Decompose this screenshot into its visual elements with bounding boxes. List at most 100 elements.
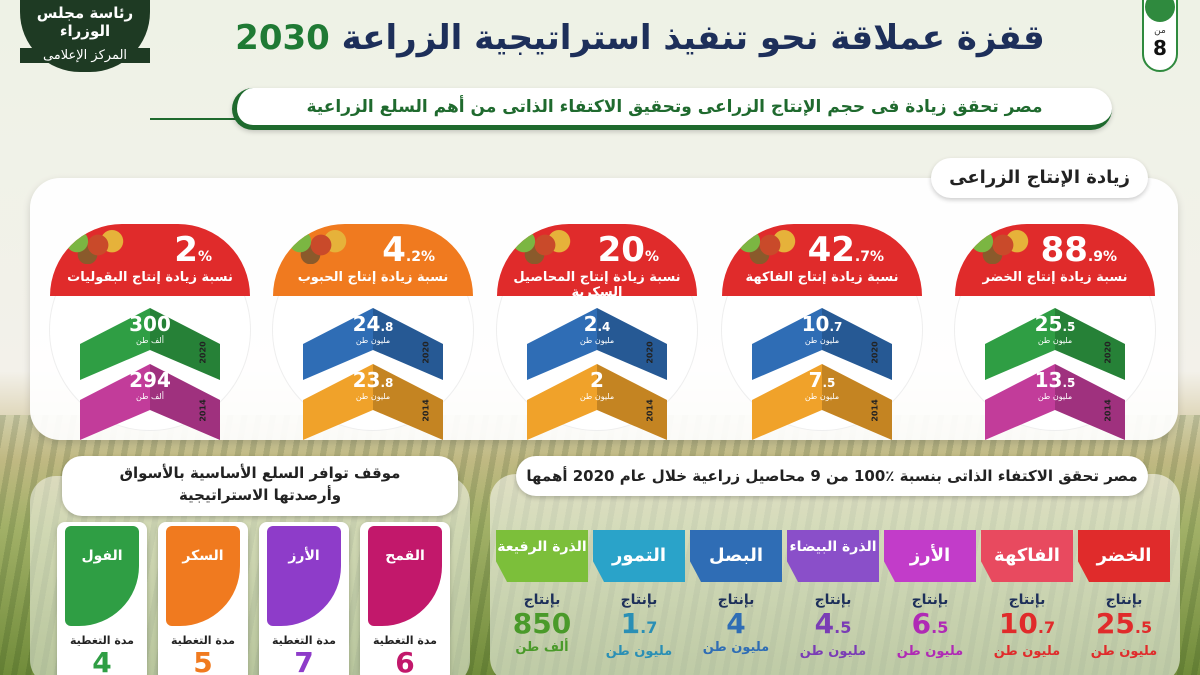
arrow-2020: 24.8 مليون طن 2020 xyxy=(303,308,443,380)
production-card: 20% نسبة زيادة إنتاج المحاصيل السكرية 2.4 م… xyxy=(497,224,697,440)
crop-name-tag: الذرة البيضاء xyxy=(787,530,879,582)
coverage-months: 5 xyxy=(193,646,213,675)
unit-2014: ألف طن xyxy=(136,392,164,401)
cabinet-logo: رئاسة مجلس الوزراء المركز الإعلامى xyxy=(20,0,150,72)
year-2020: 2020 xyxy=(645,341,655,364)
self-sufficiency-crop: الذرة البيضاء بإنتاج 4.5 مليون طن xyxy=(787,530,879,659)
increase-percent: 4.2% xyxy=(382,230,435,270)
year-2014: 2014 xyxy=(421,399,431,422)
increase-label: نسبة زيادة إنتاج الحبوب xyxy=(297,270,449,285)
title-text: قفزة عملاقة نحو تنفيذ استراتيجية الزراعة xyxy=(341,18,1045,58)
unit-2020: مليون طن xyxy=(579,336,615,345)
production-amount: 10.7 xyxy=(998,607,1056,640)
availability-title-line1: موقف توافر السلع الأساسية بالأسواق xyxy=(119,464,401,482)
page-total: 8 xyxy=(1153,36,1167,60)
logo-line1: رئاسة مجلس الوزراء xyxy=(36,4,134,40)
value-2020: 300 xyxy=(129,312,171,336)
value-2014: 7.5 xyxy=(808,368,836,392)
coverage-months: 4 xyxy=(92,646,112,675)
arrow-2020: 10.7 مليون طن 2020 xyxy=(752,308,892,380)
year-2020: 2020 xyxy=(198,341,208,364)
commodity-name: القمح xyxy=(368,526,442,626)
year-2014: 2014 xyxy=(870,399,880,422)
production-unit: مليون طن xyxy=(896,644,964,659)
logo-line2: المركز الإعلامى xyxy=(20,48,150,63)
unit-2014: مليون طن xyxy=(1037,392,1073,401)
unit-2020: مليون طن xyxy=(355,336,391,345)
production-label: بإنتاج xyxy=(1008,592,1046,608)
arrow-2020: 300 ألف طن 2020 xyxy=(80,308,220,380)
production-card: 2% نسبة زيادة إنتاج البقوليات 300 ألف طن 202… xyxy=(50,224,250,440)
unit-2020: ألف طن xyxy=(136,336,164,345)
arrow-2014: 2 مليون طن 2014 xyxy=(527,364,667,440)
value-2014: 2 xyxy=(590,368,604,392)
value-2014: 23.8 xyxy=(352,368,394,392)
coverage-months: 7 xyxy=(294,646,314,675)
increase-percent: 88.9% xyxy=(1040,230,1117,270)
crop-name-tag: الذرة الرفيعة xyxy=(496,530,588,582)
self-sufficiency-crop: الأرز بإنتاج 6.5 مليون طن xyxy=(884,530,976,659)
production-label: بإنتاج xyxy=(620,592,658,608)
unit-2014: مليون طن xyxy=(804,392,840,401)
card-header: 42.7% نسبة زيادة إنتاج الفاكهة xyxy=(722,224,922,296)
produce-image xyxy=(961,226,1031,264)
production-amount: 6.5 xyxy=(911,607,949,640)
coverage-label: مدة التغطية xyxy=(171,634,235,647)
arrow-shape xyxy=(303,308,443,380)
year-2014: 2014 xyxy=(645,399,655,422)
production-label: بإنتاج xyxy=(1105,592,1143,608)
production-card: 88.9% نسبة زيادة إنتاج الخضر 25.5 مليون طن 2… xyxy=(955,224,1155,440)
card-header: 88.9% نسبة زيادة إنتاج الخضر xyxy=(955,224,1155,296)
production-amount: 4.5 xyxy=(814,607,852,640)
year-2014: 2014 xyxy=(198,399,208,422)
title-year: 2030 xyxy=(235,18,330,58)
commodity-card: الأرز مدة التغطية 7 xyxy=(259,522,349,675)
unit-2014: مليون طن xyxy=(355,392,391,401)
production-unit: مليون طن xyxy=(605,644,673,659)
production-amount: 25.5 xyxy=(1095,607,1153,640)
coverage-label: مدة التغطية xyxy=(272,634,336,647)
increase-percent: 42.7% xyxy=(807,230,884,270)
year-2020: 2020 xyxy=(421,341,431,364)
page-title: قفزة عملاقة نحو تنفيذ استراتيجية الزراعة… xyxy=(180,18,1100,58)
increase-label: نسبة زيادة إنتاج الفاكهة xyxy=(745,270,899,285)
crop-name-tag: التمور xyxy=(593,530,685,582)
increase-label: نسبة زيادة إنتاج الخضر xyxy=(982,270,1128,285)
self-sufficiency-crop: التمور بإنتاج 1.7 مليون طن xyxy=(593,530,685,659)
increase-label: نسبة زيادة إنتاج البقوليات xyxy=(67,270,233,285)
arrow-2014: 23.8 مليون طن 2014 xyxy=(303,364,443,440)
production-label: بإنتاج xyxy=(717,592,755,608)
self-sufficiency-crop: البصل بإنتاج 4 مليون طن xyxy=(690,530,782,655)
self-sufficiency-crop: الخضر بإنتاج 25.5 مليون طن xyxy=(1078,530,1170,659)
year-2020: 2020 xyxy=(1103,341,1113,364)
produce-image xyxy=(503,226,573,264)
crop-name-tag: الأرز xyxy=(884,530,976,582)
arrow-2014: 7.5 مليون طن 2014 xyxy=(752,364,892,440)
unit-2014: مليون طن xyxy=(579,392,615,401)
card-header: 20% نسبة زيادة إنتاج المحاصيل السكرية xyxy=(497,224,697,296)
self-sufficiency-crop: الذرة الرفيعة بإنتاج 850 ألف طن xyxy=(496,530,588,655)
arrow-shape xyxy=(752,308,892,380)
produce-image xyxy=(728,226,798,264)
crop-name-tag: الفاكهة xyxy=(981,530,1073,582)
page-indicator: من 8 xyxy=(1142,0,1178,72)
production-amount: 4 xyxy=(726,607,746,640)
commodity-name: السكر xyxy=(166,526,240,626)
subtitle-banner: مصر تحقق زيادة فى حجم الإنتاج الزراعى وت… xyxy=(232,88,1112,130)
production-unit: مليون طن xyxy=(993,644,1061,659)
card-header: 2% نسبة زيادة إنتاج البقوليات xyxy=(50,224,250,296)
commodity-card: السكر مدة التغطية 5 xyxy=(158,522,248,675)
year-2014: 2014 xyxy=(1103,399,1113,422)
production-amount: 1.7 xyxy=(620,607,658,640)
availability-title: موقف توافر السلع الأساسية بالأسواق وأرصد… xyxy=(62,456,458,516)
produce-image xyxy=(56,226,126,264)
production-unit: ألف طن xyxy=(515,640,569,655)
arrow-shape xyxy=(303,364,443,440)
production-card: 42.7% نسبة زيادة إنتاج الفاكهة 10.7 مليون ط… xyxy=(722,224,922,440)
availability-title-line2: وأرصدتها الاستراتيجية xyxy=(178,486,342,504)
subtitle-divider xyxy=(150,118,250,120)
page-from-label: من xyxy=(1154,26,1166,36)
production-label: بإنتاج xyxy=(814,592,852,608)
production-unit: مليون طن xyxy=(702,640,770,655)
arrow-shape xyxy=(985,364,1125,440)
